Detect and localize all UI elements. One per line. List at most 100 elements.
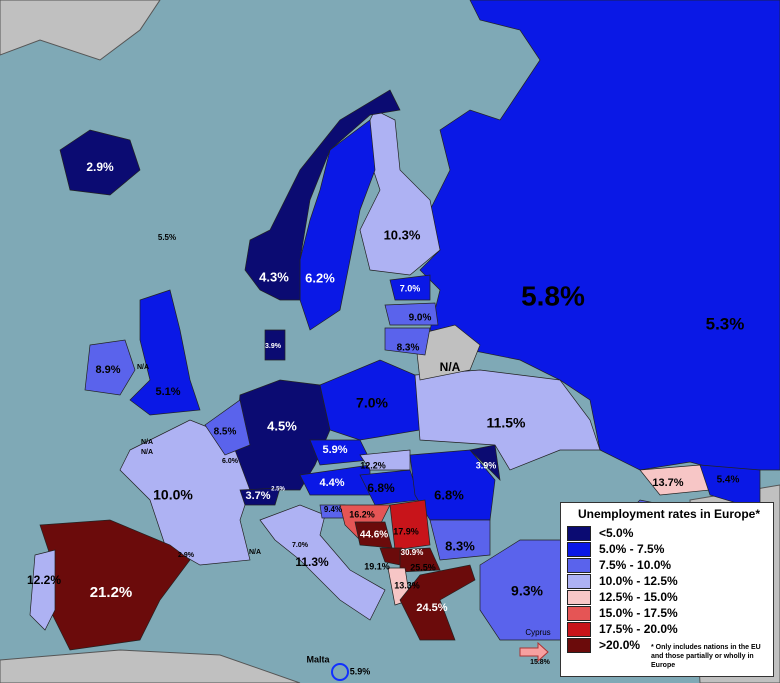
country-label: 3.9%: [476, 460, 497, 470]
country: [419, 0, 780, 471]
country-label: 6.0%: [222, 458, 239, 465]
country-label: 11.3%: [295, 555, 329, 569]
country-label: 5.9%: [350, 666, 371, 676]
country-label: 2.5%: [271, 487, 285, 493]
legend-label: 15.0% - 17.5%: [599, 606, 678, 620]
countries: [29, 0, 780, 651]
legend-label: 17.5% - 20.0%: [599, 622, 678, 636]
country-label: 4.3%: [259, 269, 289, 284]
legend-item: <5.0%: [567, 525, 771, 541]
country: [84, 339, 136, 396]
legend-swatch: [567, 573, 591, 589]
country-label: 19.1%: [364, 561, 390, 571]
country: [384, 302, 439, 326]
country-label: 2.9%: [86, 160, 114, 174]
legend-label: 5.0% - 7.5%: [599, 542, 665, 556]
country-label: N/A: [440, 360, 461, 374]
country-label: N/A: [141, 439, 153, 446]
country-label: 3.7%: [245, 490, 270, 502]
country-label: 13.7%: [652, 477, 683, 489]
malta-label: Malta: [306, 654, 330, 664]
country-label: 5.5%: [158, 233, 176, 242]
legend-rows: <5.0% 5.0% - 7.5% 7.5% - 10.0% 10.0% - 12.5…: [567, 525, 771, 653]
malta-marker: [331, 663, 349, 681]
legend: Unemployment rates in Europe* <5.0% 5.0% …: [560, 502, 774, 677]
country-label: 24.5%: [416, 602, 447, 614]
country-label: 8.3%: [445, 538, 475, 553]
country-label: 25.5%: [410, 562, 436, 572]
country-label: 4.5%: [267, 418, 297, 433]
country-label: 7.0%: [400, 283, 421, 293]
country-label: 9.3%: [511, 583, 543, 599]
africa: [0, 649, 301, 683]
legend-swatch: [567, 589, 591, 605]
legend-swatch: [567, 637, 591, 653]
country-label: 6.8%: [434, 487, 464, 502]
country: [469, 444, 501, 481]
country-label: 8.9%: [95, 364, 120, 376]
country-label: 13.3%: [394, 580, 420, 590]
country-label: 6.2%: [305, 270, 335, 285]
country-label: 12.2%: [360, 460, 386, 470]
legend-note: * Only includes nations in the EU and th…: [651, 644, 761, 669]
legend-swatch: [567, 541, 591, 557]
legend-item: 10.0% - 12.5%: [567, 573, 771, 589]
legend-swatch: [567, 525, 591, 541]
country-label: 5.8%: [521, 280, 585, 311]
legend-item: >20.0%: [567, 637, 771, 653]
legend-label: 10.0% - 12.5%: [599, 574, 678, 588]
country: [429, 519, 491, 561]
country-label: 11.5%: [487, 415, 526, 431]
country-label: 6.8%: [367, 481, 395, 495]
country: [389, 499, 431, 551]
country-label: 44.6%: [360, 530, 388, 541]
country: [239, 487, 281, 506]
country: [299, 119, 376, 331]
country-label: 3.9%: [265, 343, 282, 350]
country: [29, 549, 56, 631]
legend-title: Unemployment rates in Europe*: [577, 507, 761, 521]
country-label: 5.4%: [717, 475, 740, 486]
country: [129, 289, 201, 416]
country-label: N/A: [137, 364, 149, 371]
country: [264, 329, 286, 361]
country-label: 9.4%: [324, 505, 342, 514]
legend-label: 12.5% - 15.0%: [599, 590, 678, 604]
country-label: 16.2%: [349, 509, 375, 519]
legend-swatch: [567, 557, 591, 573]
labels: 2.9% 5.5% 4.3% 6.2% 10.3% 5.8% 5.3% 7.0% 9.0% 8.3…: [27, 160, 744, 676]
country: [384, 327, 431, 356]
country: [389, 274, 431, 301]
legend-swatch: [567, 621, 591, 637]
country: [204, 399, 251, 456]
country-label: 7.0%: [292, 542, 309, 549]
country-label: 15.8%: [530, 659, 551, 666]
country-label: 5.1%: [155, 386, 180, 398]
country: [414, 324, 481, 381]
country-label: 30.9%: [401, 548, 424, 557]
country-label: 12.2%: [27, 573, 61, 587]
country-label: 10.0%: [153, 487, 193, 503]
country: [244, 89, 401, 301]
legend-item: 12.5% - 15.0%: [567, 589, 771, 605]
country-label: 8.5%: [214, 427, 237, 438]
country: [399, 564, 476, 641]
country-label: 17.9%: [393, 526, 419, 536]
cyprus-label: Cyprus: [525, 628, 550, 637]
country-label: 10.3%: [384, 227, 421, 242]
country-label: 7.0%: [356, 395, 388, 411]
country-label: N/A: [249, 549, 261, 556]
country-label: 4.4%: [319, 477, 344, 489]
legend-swatch: [567, 605, 591, 621]
country: [399, 547, 441, 573]
country: [59, 129, 141, 196]
country-label: 21.2%: [90, 584, 133, 601]
country-label: 5.3%: [706, 314, 745, 333]
country-label: N/A: [141, 449, 153, 456]
country-label: 2.9%: [178, 552, 195, 559]
legend-item: 15.0% - 17.5%: [567, 605, 771, 621]
country: [259, 504, 386, 621]
